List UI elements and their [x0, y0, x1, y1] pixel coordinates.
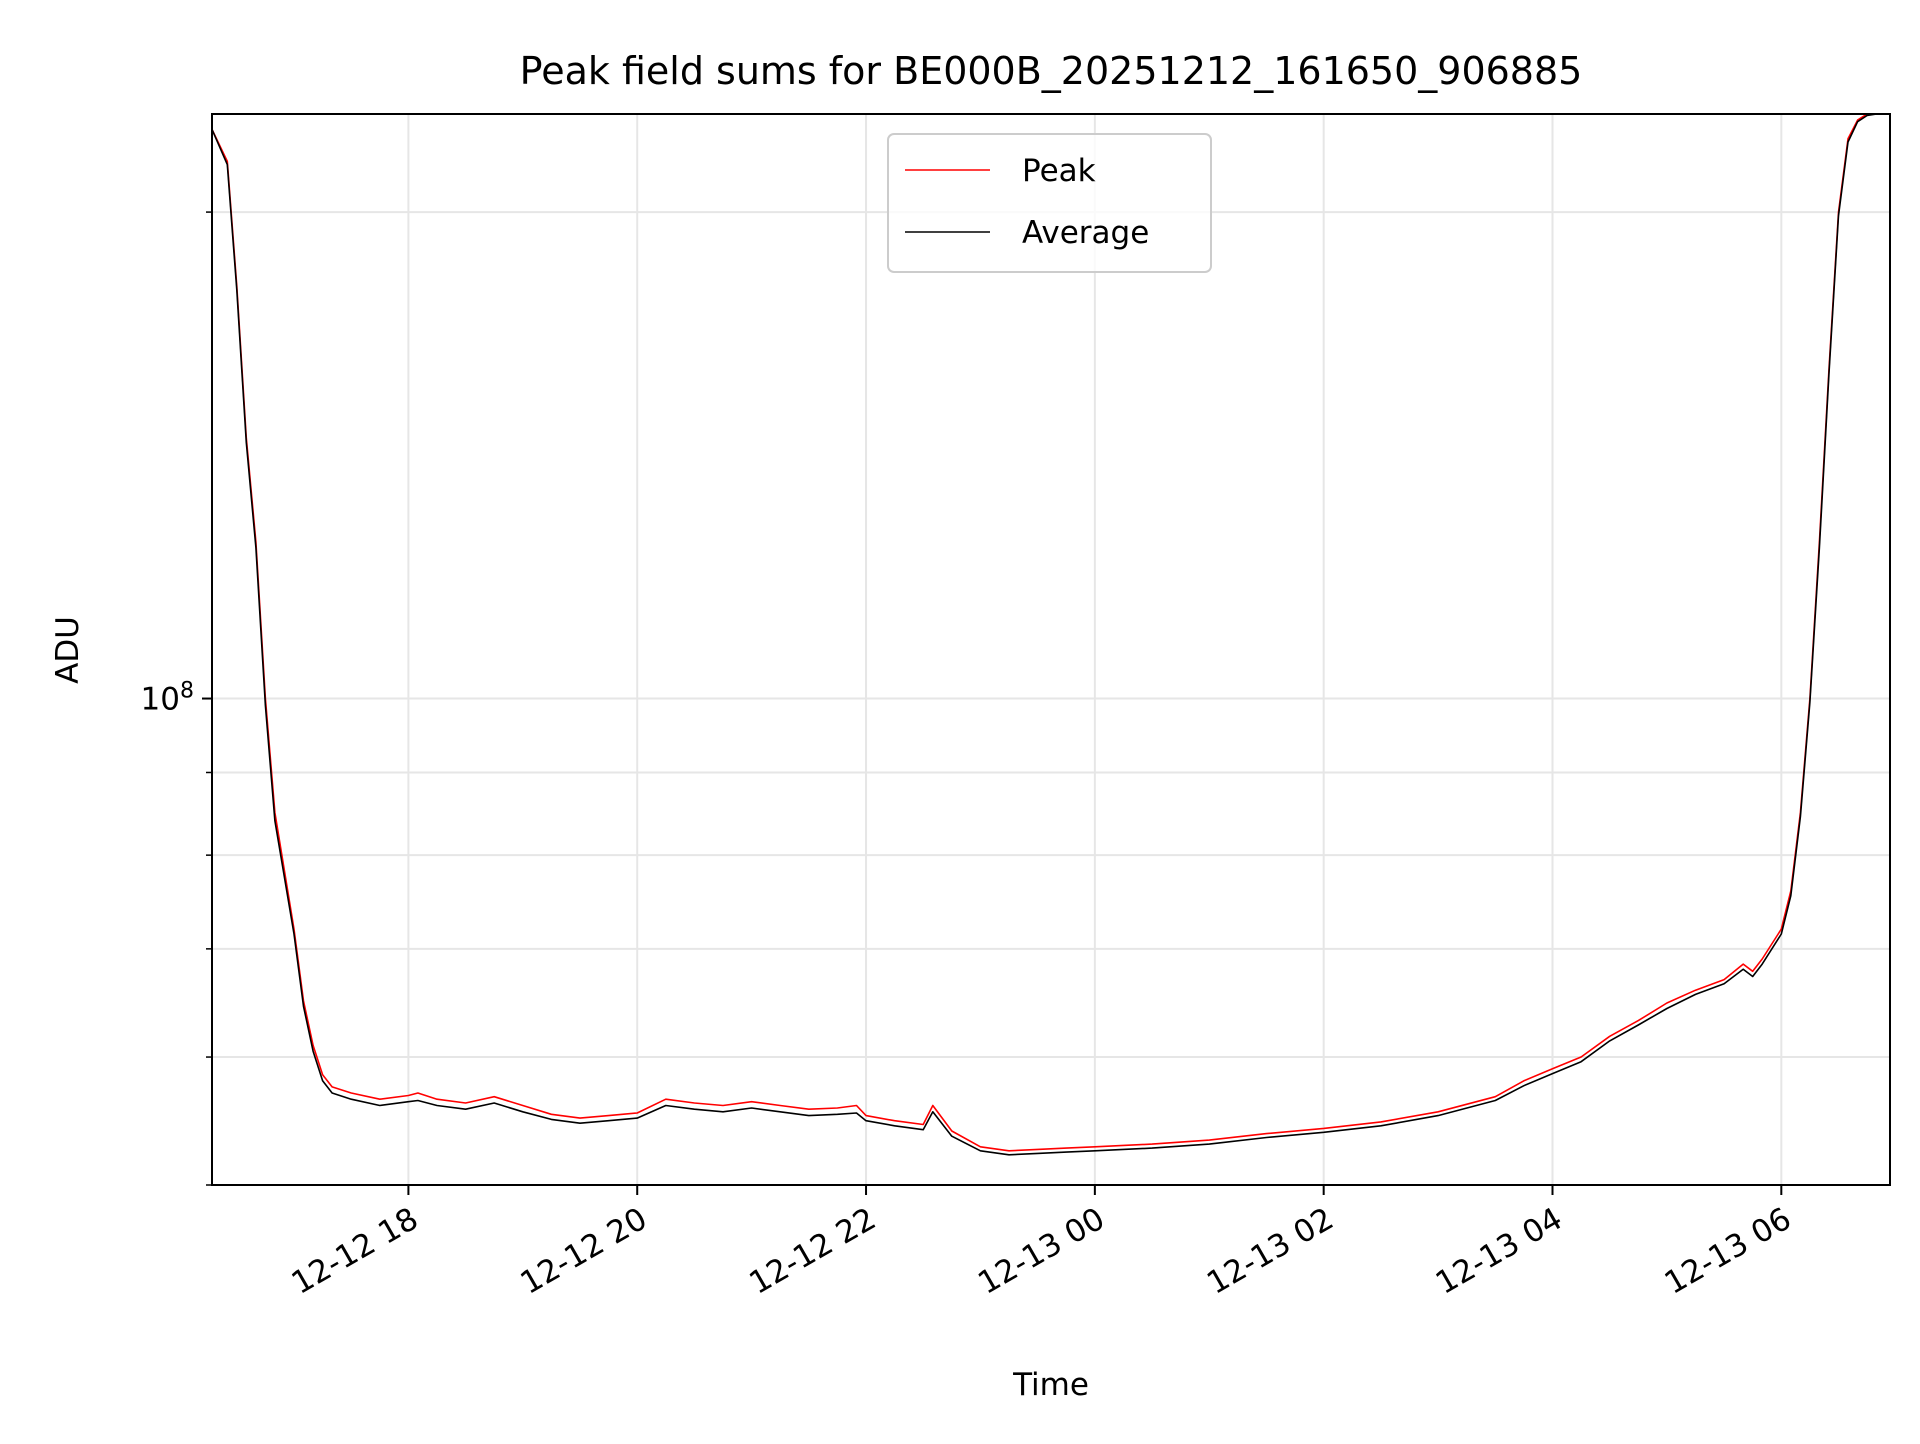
series-layer	[212, 114, 1890, 1156]
series-line-average	[212, 114, 1890, 1156]
legend-label-average: Average	[1022, 215, 1149, 251]
legend: Peak Average	[887, 133, 1212, 273]
y-tick-label: 108	[141, 678, 194, 718]
legend-box	[887, 133, 1212, 273]
series-line-peak	[212, 114, 1890, 1152]
chart-title: Peak field sums for BE000B_20251212_1616…	[520, 49, 1583, 93]
plot-frame	[211, 113, 1891, 1186]
x-axis-label: Time	[1012, 1367, 1089, 1403]
y-axis-label: ADU	[50, 616, 86, 684]
legend-label-peak: Peak	[1022, 153, 1096, 189]
